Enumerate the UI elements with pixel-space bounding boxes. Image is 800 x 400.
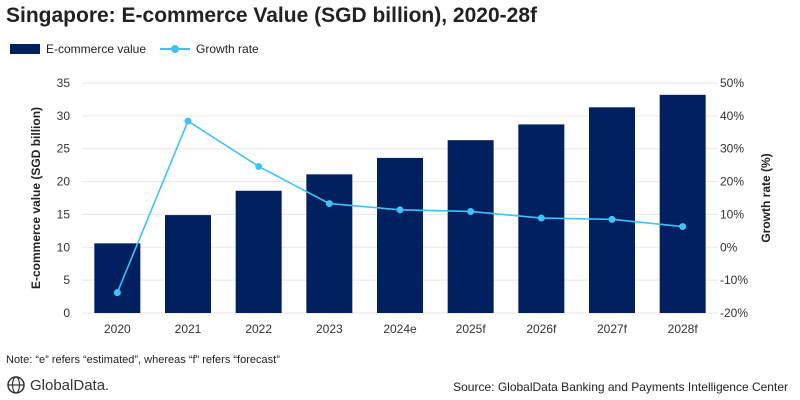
y2-tick-label: 10% xyxy=(720,207,744,221)
x-tick-label: 2026f xyxy=(526,322,557,336)
globaldata-logo: GlobalData. xyxy=(6,375,109,395)
y-tick-label: 5 xyxy=(63,273,70,287)
y2-tick-label: 0% xyxy=(720,240,738,254)
growth-point xyxy=(325,200,333,208)
growth-point xyxy=(113,289,121,297)
x-tick-label: 2025f xyxy=(456,322,487,336)
bar xyxy=(377,157,423,313)
growth-point xyxy=(608,215,616,223)
growth-point xyxy=(679,223,687,231)
x-tick-label: 2022 xyxy=(245,322,272,336)
bar xyxy=(659,94,706,313)
logo-text: GlobalData. xyxy=(30,376,110,394)
chart-note: Note: “e” refers “estimated”, whereas “f… xyxy=(6,354,280,366)
y-tick-label: 10 xyxy=(57,240,71,254)
x-tick-label: 2021 xyxy=(175,322,202,336)
bar xyxy=(165,215,211,313)
growth-point xyxy=(537,214,545,222)
globe-icon xyxy=(7,376,25,394)
y2-tick-label: 40% xyxy=(720,109,744,123)
y2-tick-label: 30% xyxy=(720,142,744,156)
bar xyxy=(235,190,282,313)
y2-axis-label: Growth rate (%) xyxy=(759,153,773,242)
chart-source: Source: GlobalData Banking and Payments … xyxy=(453,380,788,394)
chart-title: Singapore: E-commerce Value (SGD billion… xyxy=(6,4,537,27)
x-tick-label: 2028f xyxy=(668,322,699,336)
growth-point xyxy=(255,162,263,170)
y-tick-label: 0 xyxy=(63,306,70,320)
legend-line-label: Growth rate xyxy=(196,42,259,56)
growth-point xyxy=(184,117,192,125)
bar xyxy=(306,174,353,313)
x-tick-label: 2027f xyxy=(597,322,628,336)
legend-bar-label: E-commerce value xyxy=(46,42,147,56)
y-tick-label: 25 xyxy=(57,142,71,156)
x-tick-label: 2024e xyxy=(383,322,417,336)
y2-tick-label: -20% xyxy=(720,306,748,320)
y2-tick-label: -10% xyxy=(720,273,748,287)
bar xyxy=(589,107,635,313)
x-tick-label: 2023 xyxy=(316,322,343,336)
legend: E-commerce value Growth rate xyxy=(10,42,259,56)
y-tick-label: 15 xyxy=(57,207,71,221)
y-tick-label: 20 xyxy=(57,175,71,189)
y-tick-label: 35 xyxy=(57,76,71,90)
legend-bar-swatch xyxy=(10,44,40,54)
y-axis-label: E-commerce value (SGD billion) xyxy=(29,107,43,289)
bar xyxy=(447,140,494,313)
legend-line-swatch xyxy=(160,44,191,54)
growth-point xyxy=(396,206,404,214)
y2-tick-label: 20% xyxy=(720,175,744,189)
growth-point xyxy=(467,207,475,215)
y2-tick-label: 50% xyxy=(720,76,744,90)
y-tick-label: 30 xyxy=(57,109,71,123)
x-tick-label: 2020 xyxy=(104,322,131,336)
